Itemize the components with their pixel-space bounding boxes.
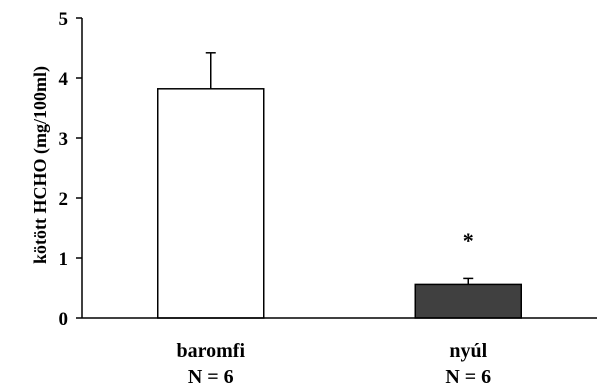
y-tick-label: 4	[59, 69, 69, 90]
annotations: *	[463, 228, 474, 253]
y-axis-label: kötött HCHO (mg/100ml)	[30, 66, 51, 264]
significance-marker: *	[463, 228, 474, 253]
y-tick-label: 1	[59, 249, 69, 270]
bars	[157, 88, 522, 319]
y-tick-label: 0	[59, 309, 69, 330]
x-axis-labels: baromfi N = 6 nyúl N = 6	[176, 340, 491, 387]
bar-nyúl	[414, 283, 522, 319]
bar-baromfi	[157, 88, 265, 319]
x-tick-label: baromfi	[176, 340, 245, 362]
y-tick-label: 5	[59, 9, 69, 30]
x-tick-sublabel: N = 6	[445, 366, 491, 387]
error-bars	[205, 52, 474, 285]
y-tick-label: 2	[59, 189, 69, 210]
x-tick-label: nyúl	[449, 340, 487, 362]
y-axis-ticks: 0 1 2 3 4 5	[59, 9, 82, 330]
x-tick-sublabel: N = 6	[188, 366, 234, 387]
y-tick-label: 3	[59, 129, 69, 150]
